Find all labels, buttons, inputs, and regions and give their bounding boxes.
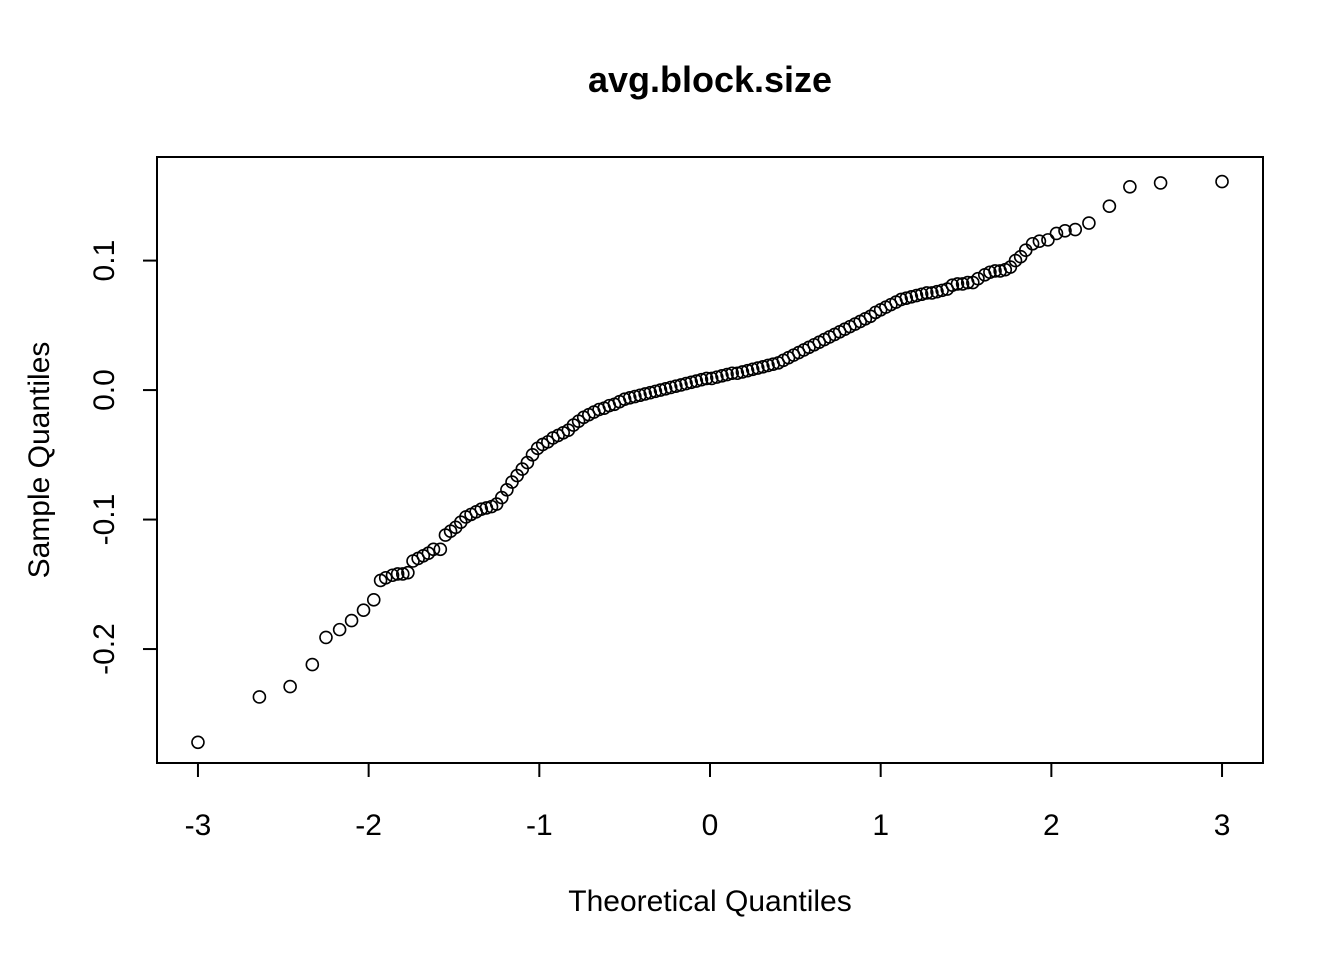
data-point [694, 372, 709, 387]
data-point [356, 603, 371, 618]
data-point [899, 291, 914, 305]
data-point [1102, 199, 1117, 214]
data-point [684, 375, 699, 390]
data-point [1049, 226, 1064, 241]
data-point [761, 358, 775, 373]
data-point [390, 567, 405, 581]
data-point [1123, 179, 1137, 194]
x-tick-label: 0 [702, 809, 719, 842]
data-point [756, 359, 770, 374]
data-point [710, 370, 724, 384]
data-point [704, 371, 719, 386]
x-axis: -3 -2 -1 0 1 2 3 [185, 762, 1231, 842]
data-point [945, 278, 960, 292]
data-point [925, 286, 939, 300]
data-point [648, 384, 663, 399]
data-point [909, 288, 924, 303]
data-point [643, 385, 658, 400]
data-point [730, 366, 745, 381]
data-point [950, 277, 965, 291]
data-point [720, 367, 734, 382]
data-point [1032, 234, 1047, 248]
chart-title: avg.block.size [588, 59, 832, 100]
data-point [725, 366, 739, 381]
y-tick-label: -0.2 [88, 623, 121, 675]
x-tick-label: -2 [355, 809, 382, 842]
data-point [653, 383, 668, 397]
x-axis-label: Theoretical Quantiles [568, 885, 851, 918]
data-point [919, 286, 934, 300]
data-point [433, 542, 448, 557]
data-point [305, 657, 320, 672]
data-point [930, 284, 944, 299]
data-point [971, 271, 985, 286]
data-point [319, 630, 333, 645]
x-tick-label: 3 [1214, 809, 1231, 842]
data-point [378, 571, 393, 585]
data-point [745, 362, 760, 377]
data-point [366, 593, 381, 607]
data-point [1058, 224, 1072, 238]
data-point [474, 502, 489, 517]
data-point [983, 265, 997, 280]
data-point [735, 365, 750, 379]
data-point [658, 381, 673, 396]
data-point [1025, 236, 1040, 251]
data-point [252, 690, 267, 704]
y-axis: -0.2 -0.1 0.0 0.1 [88, 240, 158, 675]
x-tick-label: 1 [872, 809, 889, 842]
x-tick-label: -1 [526, 809, 553, 842]
data-point [283, 679, 297, 694]
data-point [395, 567, 410, 581]
data-point [663, 380, 678, 395]
data-point [914, 287, 929, 302]
data-points [191, 174, 1229, 750]
data-point [332, 622, 347, 637]
y-tick-label: -0.1 [88, 494, 121, 546]
data-point [401, 565, 415, 580]
data-point [633, 388, 647, 403]
y-tick-label: 0.0 [88, 369, 121, 411]
data-point [674, 378, 688, 392]
data-point [426, 542, 441, 557]
data-point [904, 290, 919, 304]
data-point [191, 735, 205, 750]
data-point [740, 363, 755, 378]
data-point [1082, 216, 1096, 230]
data-point [1153, 176, 1168, 190]
plot-frame [156, 156, 1264, 764]
data-point [955, 277, 970, 291]
data-point [622, 391, 637, 405]
data-point [344, 613, 359, 628]
x-tick-label: -3 [185, 809, 212, 842]
y-axis-label: Sample Quantiles [23, 342, 56, 579]
data-point [385, 568, 400, 583]
data-point [715, 369, 729, 383]
data-point [617, 392, 632, 406]
data-point [894, 292, 908, 307]
x-tick-label: 2 [1043, 809, 1060, 842]
data-point [699, 371, 714, 386]
y-tick-label: 0.1 [88, 240, 121, 282]
data-point [1041, 233, 1055, 247]
data-point [679, 376, 693, 391]
data-point [1068, 222, 1083, 237]
data-point [988, 264, 1002, 278]
data-point [750, 361, 765, 375]
data-point [638, 387, 652, 401]
data-point [628, 389, 642, 404]
data-point [689, 374, 704, 388]
data-point [1215, 174, 1229, 189]
data-point [669, 379, 683, 393]
